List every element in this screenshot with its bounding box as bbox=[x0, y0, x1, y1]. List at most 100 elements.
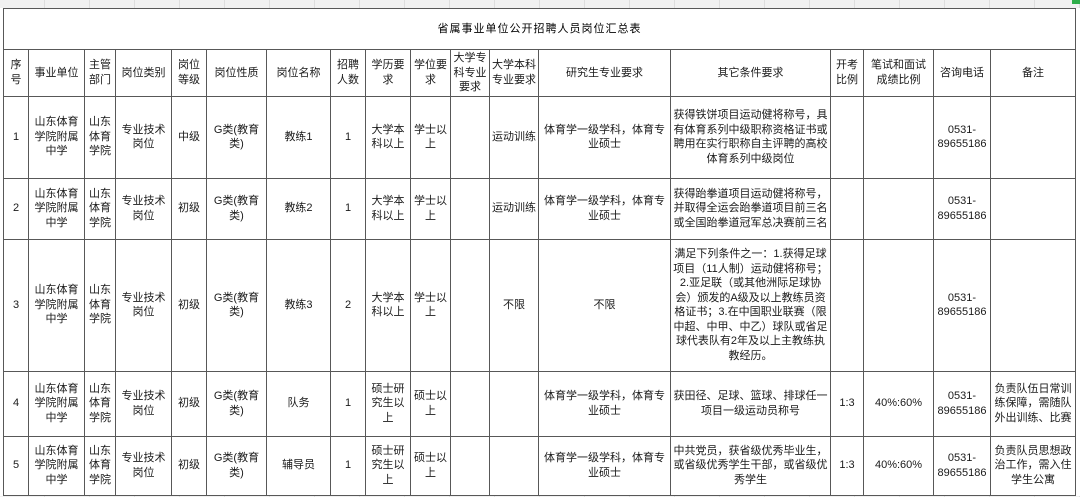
table-cell-r3-c1: 3 bbox=[3, 238, 29, 372]
table-cell-r1-c9: 大学本科以上 bbox=[365, 95, 411, 179]
column-header-10: 学位要求 bbox=[410, 49, 451, 97]
table-cell-r5-c1: 5 bbox=[3, 435, 29, 496]
table-cell-r3-c6: G类(教育类) bbox=[206, 238, 267, 372]
table-cell-r2-c4: 专业技术岗位 bbox=[115, 177, 172, 240]
table-cell-r1-c4: 专业技术岗位 bbox=[115, 95, 172, 179]
title-row: 省属事业单位公开招聘人员岗位汇总表 bbox=[3, 8, 1076, 50]
table-cell-r4-c14: 获田径、足球、篮球、排球任一项目一级运动员称号 bbox=[670, 370, 831, 437]
table-cell-r3-c18 bbox=[990, 238, 1076, 372]
column-header-16: 笔试和面试成绩比例 bbox=[863, 49, 934, 97]
table-cell-r3-c16 bbox=[863, 238, 934, 372]
table-cell-r5-c13: 体育学一级学科，体育专业硕士 bbox=[538, 435, 671, 496]
column-header-13: 研究生专业要求 bbox=[538, 49, 671, 97]
table-cell-r4-c18: 负责队伍日常训练保障，需随队外出训练、比赛 bbox=[990, 370, 1076, 437]
table-cell-r1-c3: 山东体育学院 bbox=[84, 95, 116, 179]
table-cell-r4-c17: 0531-89655186 bbox=[933, 370, 991, 437]
column-header-18: 备注 bbox=[990, 49, 1076, 97]
column-header-4: 岗位类别 bbox=[115, 49, 172, 97]
table-cell-r1-c2: 山东体育学院附属中学 bbox=[28, 95, 85, 179]
table-cell-r4-c13: 体育学一级学科，体育专业硕士 bbox=[538, 370, 671, 437]
table-cell-r4-c10: 硕士以上 bbox=[410, 370, 451, 437]
column-header-6: 岗位性质 bbox=[206, 49, 267, 97]
table-cell-r2-c2: 山东体育学院附属中学 bbox=[28, 177, 85, 240]
table-cell-r2-c9: 大学本科以上 bbox=[365, 177, 411, 240]
table-cell-r2-c11 bbox=[450, 177, 490, 240]
recruitment-summary-table: 省属事业单位公开招聘人员岗位汇总表 序号 事业单位 主管部门 岗位类别 岗位等级 岗位性质… bbox=[3, 8, 1076, 496]
table-cell-r4-c2: 山东体育学院附属中学 bbox=[28, 370, 85, 437]
table-cell-r2-c3: 山东体育学院 bbox=[84, 177, 116, 240]
column-header-17: 咨询电话 bbox=[933, 49, 991, 97]
table-cell-r4-c4: 专业技术岗位 bbox=[115, 370, 172, 437]
table-cell-r1-c17: 0531-89655186 bbox=[933, 95, 991, 179]
table-cell-r5-c5: 初级 bbox=[171, 435, 207, 496]
table-cell-r5-c17: 0531-89655186 bbox=[933, 435, 991, 496]
table-cell-r5-c10: 硕士以上 bbox=[410, 435, 451, 496]
table-cell-r1-c5: 中级 bbox=[171, 95, 207, 179]
table-cell-r4-c7: 队务 bbox=[266, 370, 331, 437]
table-cell-r2-c6: G类(教育类) bbox=[206, 177, 267, 240]
table-cell-r2-c8: 1 bbox=[330, 177, 366, 240]
table-cell-r3-c7: 教练3 bbox=[266, 238, 331, 372]
table-cell-r1-c16 bbox=[863, 95, 934, 179]
table-cell-r1-c13: 体育学一级学科，体育专业硕士 bbox=[538, 95, 671, 179]
table-cell-r5-c8: 1 bbox=[330, 435, 366, 496]
table-cell-r5-c9: 硕士研究生以上 bbox=[365, 435, 411, 496]
table-cell-r2-c10: 学士以上 bbox=[410, 177, 451, 240]
column-header-15: 开考比例 bbox=[830, 49, 864, 97]
table-cell-r5-c18: 负责队员思想政治工作，需入住学生公寓 bbox=[990, 435, 1076, 496]
table-cell-r4-c6: G类(教育类) bbox=[206, 370, 267, 437]
table-cell-r2-c1: 2 bbox=[3, 177, 29, 240]
table-cell-r5-c12 bbox=[489, 435, 539, 496]
table-cell-r1-c1: 1 bbox=[3, 95, 29, 179]
table-cell-r1-c10: 学士以上 bbox=[410, 95, 451, 179]
column-header-9: 学历要求 bbox=[365, 49, 411, 97]
table-cell-r2-c12: 运动训练 bbox=[489, 177, 539, 240]
table-cell-r1-c12: 运动训练 bbox=[489, 95, 539, 179]
table-cell-r4-c8: 1 bbox=[330, 370, 366, 437]
table-cell-r2-c15 bbox=[830, 177, 864, 240]
column-header-12: 大学本科专业要求 bbox=[489, 49, 539, 97]
table-cell-r3-c14: 满足下列条件之一：1.获得足球项目（11人制）运动健将称号；2.亚足联（或其他洲… bbox=[670, 238, 831, 372]
table-cell-r3-c8: 2 bbox=[330, 238, 366, 372]
table-row-3: 3 山东体育学院附属中学 山东体育学院 专业技术岗位 初级 G类(教育类) 教练3 2 大学本科… bbox=[3, 238, 1076, 372]
table-cell-r1-c15 bbox=[830, 95, 864, 179]
table-cell-r3-c5: 初级 bbox=[171, 238, 207, 372]
column-header-11: 大学专科专业要求 bbox=[450, 49, 490, 97]
green-corner-mark bbox=[1072, 0, 1080, 4]
table-cell-r3-c9: 大学本科以上 bbox=[365, 238, 411, 372]
table-cell-r4-c3: 山东体育学院 bbox=[84, 370, 116, 437]
column-header-7: 岗位名称 bbox=[266, 49, 331, 97]
column-header-5: 岗位等级 bbox=[171, 49, 207, 97]
column-header-2: 事业单位 bbox=[28, 49, 85, 97]
table-cell-r4-c16: 40%:60% bbox=[863, 370, 934, 437]
table-cell-r5-c14: 中共党员，获省级优秀毕业生，或省级优秀学生干部，或省级优秀学生 bbox=[670, 435, 831, 496]
table-cell-r2-c13: 体育学一级学科，体育专业硕士 bbox=[538, 177, 671, 240]
table-cell-r4-c5: 初级 bbox=[171, 370, 207, 437]
table-cell-r1-c6: G类(教育类) bbox=[206, 95, 267, 179]
table-cell-r2-c5: 初级 bbox=[171, 177, 207, 240]
table-cell-r1-c14: 获得铁饼项目运动健将称号，具有体育系列中级职称资格证书或聘用在实行职称自主评聘的… bbox=[670, 95, 831, 179]
table-cell-r2-c14: 获得跆拳道项目运动健将称号，并取得全运会跆拳道项目前三名或全国跆拳道冠军总决赛前… bbox=[670, 177, 831, 240]
table-cell-r3-c15 bbox=[830, 238, 864, 372]
table-cell-r2-c7: 教练2 bbox=[266, 177, 331, 240]
spreadsheet-row-strip-top bbox=[0, 0, 1080, 8]
table-cell-r3-c2: 山东体育学院附属中学 bbox=[28, 238, 85, 372]
page-title: 省属事业单位公开招聘人员岗位汇总表 bbox=[3, 8, 1076, 50]
table-cell-r4-c11 bbox=[450, 370, 490, 437]
table-cell-r3-c10: 学士以上 bbox=[410, 238, 451, 372]
column-header-8: 招聘人数 bbox=[330, 49, 366, 97]
table-cell-r5-c15: 1:3 bbox=[830, 435, 864, 496]
table-cell-r3-c12: 不限 bbox=[489, 238, 539, 372]
table-cell-r5-c7: 辅导员 bbox=[266, 435, 331, 496]
table-row-2: 2 山东体育学院附属中学 山东体育学院 专业技术岗位 初级 G类(教育类) 教练2 1 大学本科… bbox=[3, 177, 1076, 240]
table-cell-r5-c4: 专业技术岗位 bbox=[115, 435, 172, 496]
table-cell-r3-c17: 0531-89655186 bbox=[933, 238, 991, 372]
table-header-row: 序号 事业单位 主管部门 岗位类别 岗位等级 岗位性质 岗位名称 招聘人数 学历要求 学位要求 大学… bbox=[3, 49, 1076, 97]
table-row-4: 4 山东体育学院附属中学 山东体育学院 专业技术岗位 初级 G类(教育类) 队务 1 硕士研究生… bbox=[3, 370, 1076, 437]
table-cell-r4-c15: 1:3 bbox=[830, 370, 864, 437]
table-row-1: 1 山东体育学院附属中学 山东体育学院 专业技术岗位 中级 G类(教育类) 教练1 1 大学本科… bbox=[3, 95, 1076, 179]
table-cell-r3-c11 bbox=[450, 238, 490, 372]
spreadsheet-row-strip-bottom bbox=[0, 495, 1080, 497]
table-cell-r1-c8: 1 bbox=[330, 95, 366, 179]
